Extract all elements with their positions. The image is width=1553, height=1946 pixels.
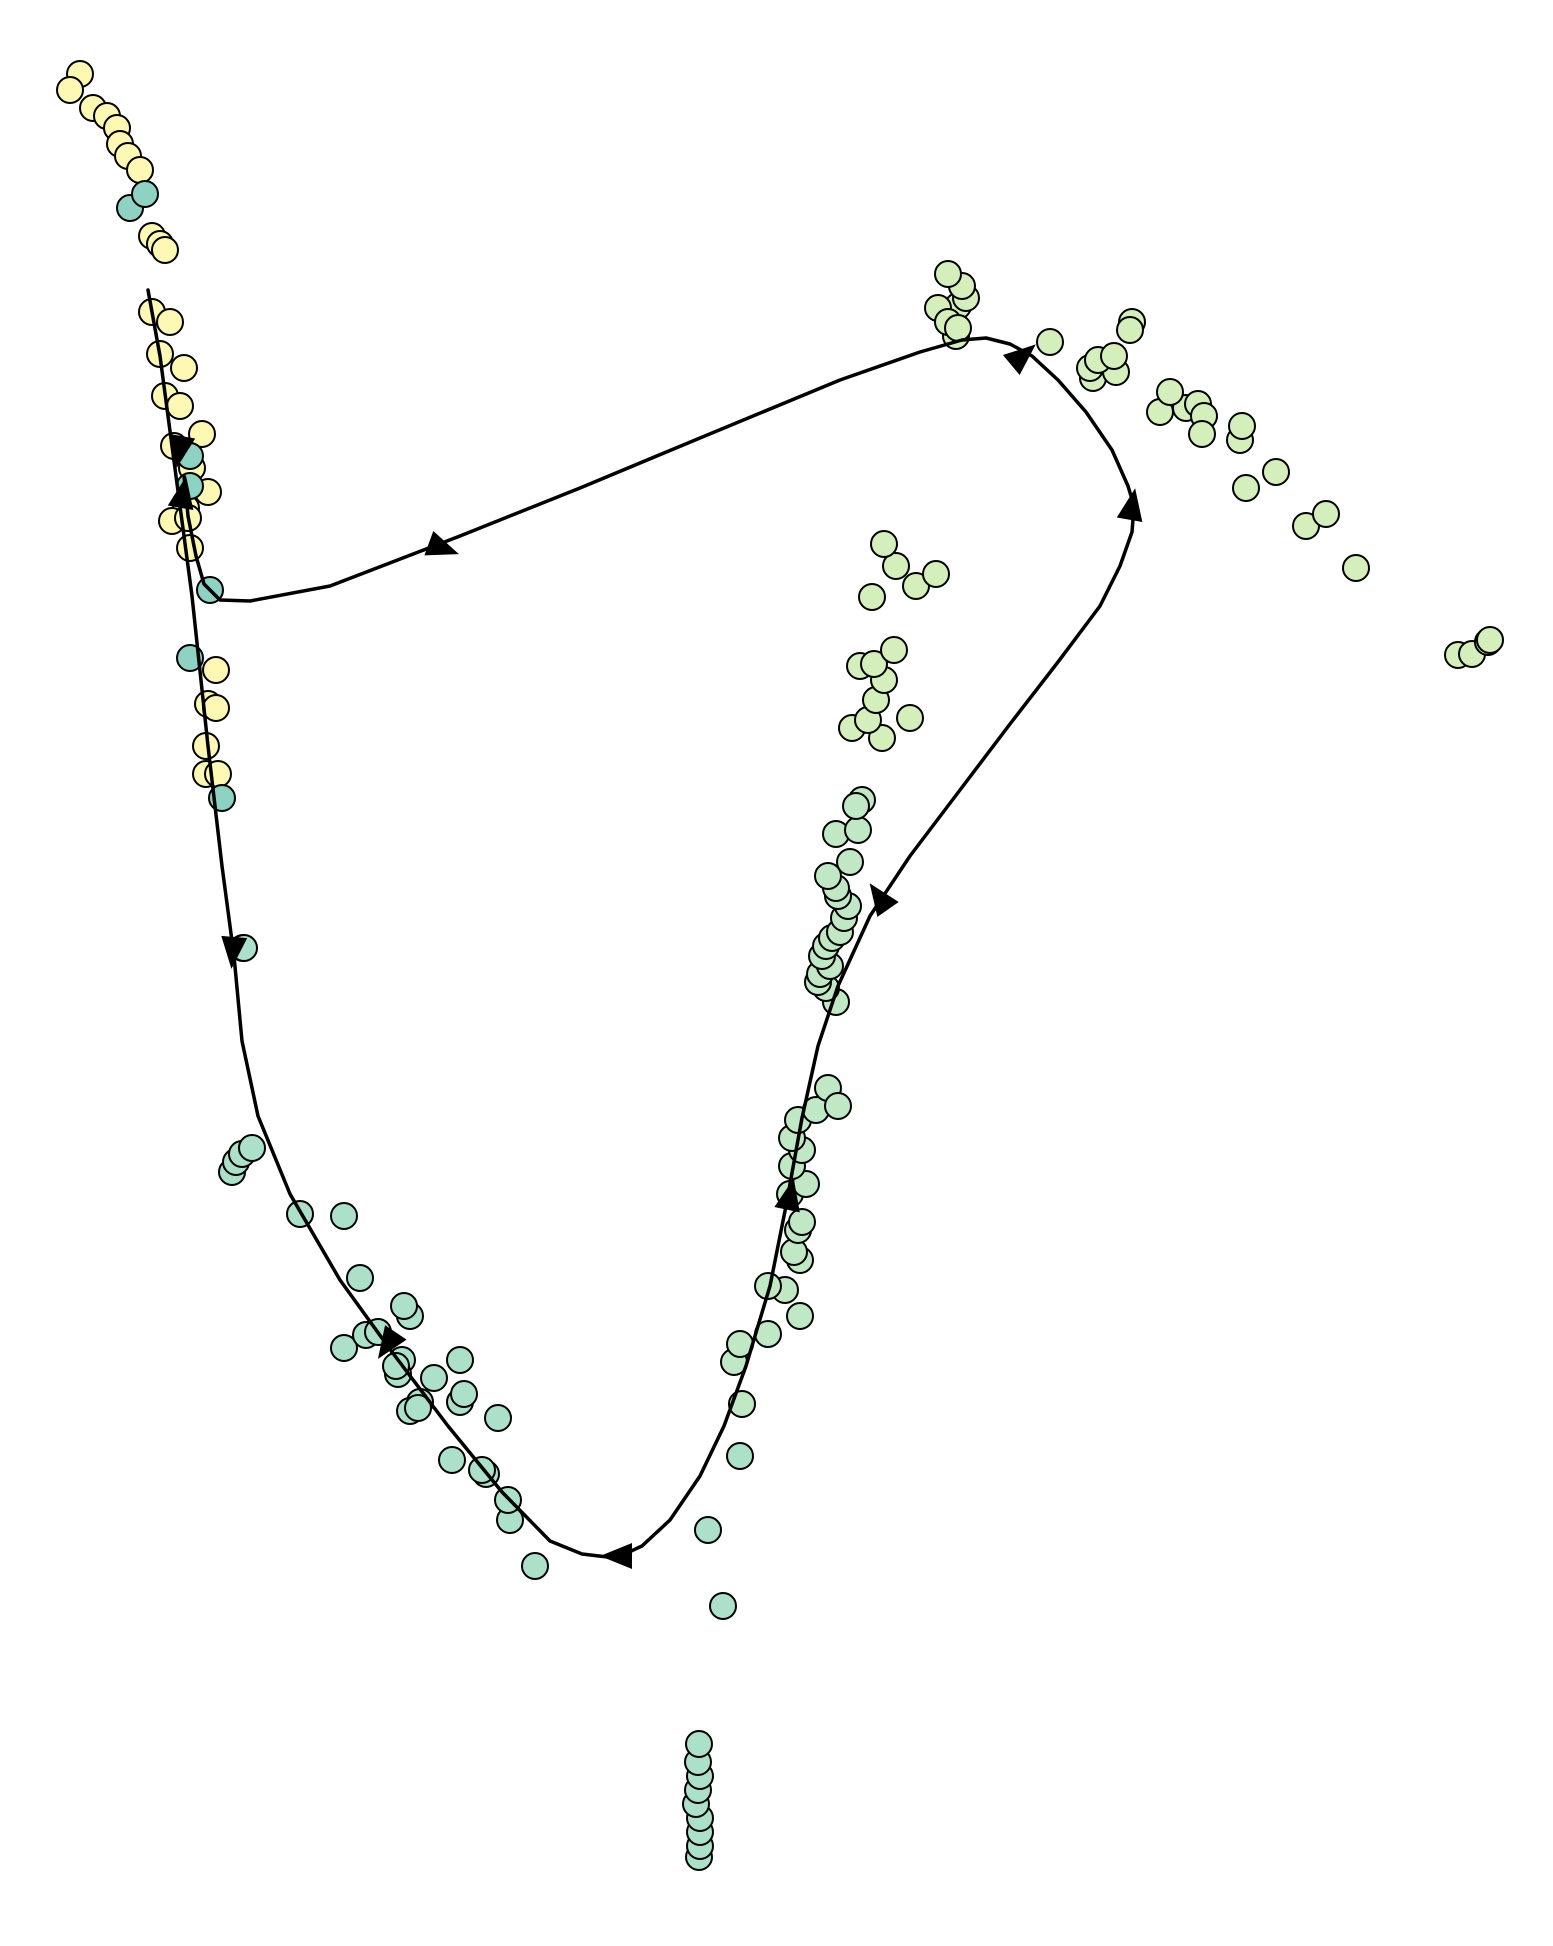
data-point-pale_green-41 <box>1312 500 1340 528</box>
data-point-pale_green-3 <box>896 704 924 732</box>
data-point-pale_green-9 <box>858 583 886 611</box>
data-point-pale_green-21 <box>944 314 972 342</box>
data-point-mint-24 <box>446 1346 474 1374</box>
trajectory-arrow-7 <box>1002 344 1036 375</box>
points-layer <box>56 60 1504 1871</box>
data-point-mint-22 <box>420 1364 448 1392</box>
data-point-pale_green-13 <box>922 560 950 588</box>
trajectory-arrow-5 <box>869 883 899 917</box>
data-point-teal-1 <box>131 180 159 208</box>
data-point-mint-25 <box>484 1404 512 1432</box>
data-point-mint-34 <box>346 1264 374 1292</box>
data-point-mint-36 <box>330 1202 358 1230</box>
data-point-mint-33 <box>390 1292 418 1320</box>
data-point-mint-16 <box>438 1446 466 1474</box>
data-point-yellow-10 <box>151 236 179 264</box>
data-point-light_green-6 <box>754 1272 782 1300</box>
trajectory-arrow-6 <box>1116 488 1143 523</box>
trajectory-arrow-2 <box>377 1325 407 1359</box>
data-point-mint-9 <box>709 1592 737 1620</box>
data-point-yellow-18 <box>188 420 216 448</box>
trajectory-layer <box>146 288 1136 1560</box>
arrows-layer <box>167 344 1143 1569</box>
data-point-light_green-38 <box>842 792 870 820</box>
data-point-pale_green-27 <box>1100 342 1128 370</box>
data-point-pale_green-7 <box>860 650 888 678</box>
data-point-yellow-14 <box>170 354 198 382</box>
data-point-mint-21 <box>450 1380 478 1408</box>
data-point-mint-29 <box>330 1334 358 1362</box>
data-point-pale_green-8 <box>880 636 908 664</box>
trajectory-arrow-3 <box>221 935 248 969</box>
data-point-mint-10 <box>694 1516 722 1544</box>
data-point-mint-11 <box>726 1442 754 1470</box>
data-point-mint-12 <box>521 1552 549 1580</box>
trajectory-arrow-8 <box>167 476 194 511</box>
data-point-yellow-7 <box>126 156 154 184</box>
data-point-yellow-12 <box>156 308 184 336</box>
data-point-pale_green-39 <box>1262 458 1290 486</box>
data-point-mint-40 <box>238 1134 266 1162</box>
data-point-yellow-27 <box>202 694 230 722</box>
data-point-mint-23 <box>404 1394 432 1422</box>
trajectory-line <box>146 288 1136 1560</box>
data-point-pale_green-29 <box>1116 316 1144 344</box>
data-point-pale_green-22 <box>1036 328 1064 356</box>
trajectory-arrow-9 <box>169 433 196 468</box>
data-point-light_green-34 <box>836 848 864 876</box>
data-point-pale_green-32 <box>1156 378 1184 406</box>
data-point-light_green-4 <box>786 1302 814 1330</box>
data-point-light_green-10 <box>788 1208 816 1236</box>
trajectory-arrow-1 <box>600 1543 632 1569</box>
trajectory-arrow-0 <box>424 530 459 556</box>
data-point-yellow-16 <box>166 392 194 420</box>
data-point-pale_green-38 <box>1232 474 1260 502</box>
data-point-pale_green-46 <box>1476 626 1504 654</box>
data-point-pale_green-35 <box>1188 420 1216 448</box>
data-point-yellow-25 <box>202 656 230 684</box>
data-point-light_green-36 <box>844 816 872 844</box>
data-point-pale_green-18 <box>934 260 962 288</box>
data-point-pale_green-37 <box>1228 412 1256 440</box>
trajectory-arrow-4 <box>774 1178 800 1213</box>
data-point-mint-28 <box>382 1352 410 1380</box>
data-point-pale_green-12 <box>870 530 898 558</box>
data-point-light_green-33 <box>814 862 842 890</box>
data-point-pale_green-11 <box>882 552 910 580</box>
data-point-mint-8 <box>685 1730 713 1758</box>
data-point-pale_green-42 <box>1342 554 1370 582</box>
data-point-light_green-19 <box>824 1092 852 1120</box>
data-point-yellow-24 <box>176 534 204 562</box>
data-point-yellow-1 <box>56 76 84 104</box>
